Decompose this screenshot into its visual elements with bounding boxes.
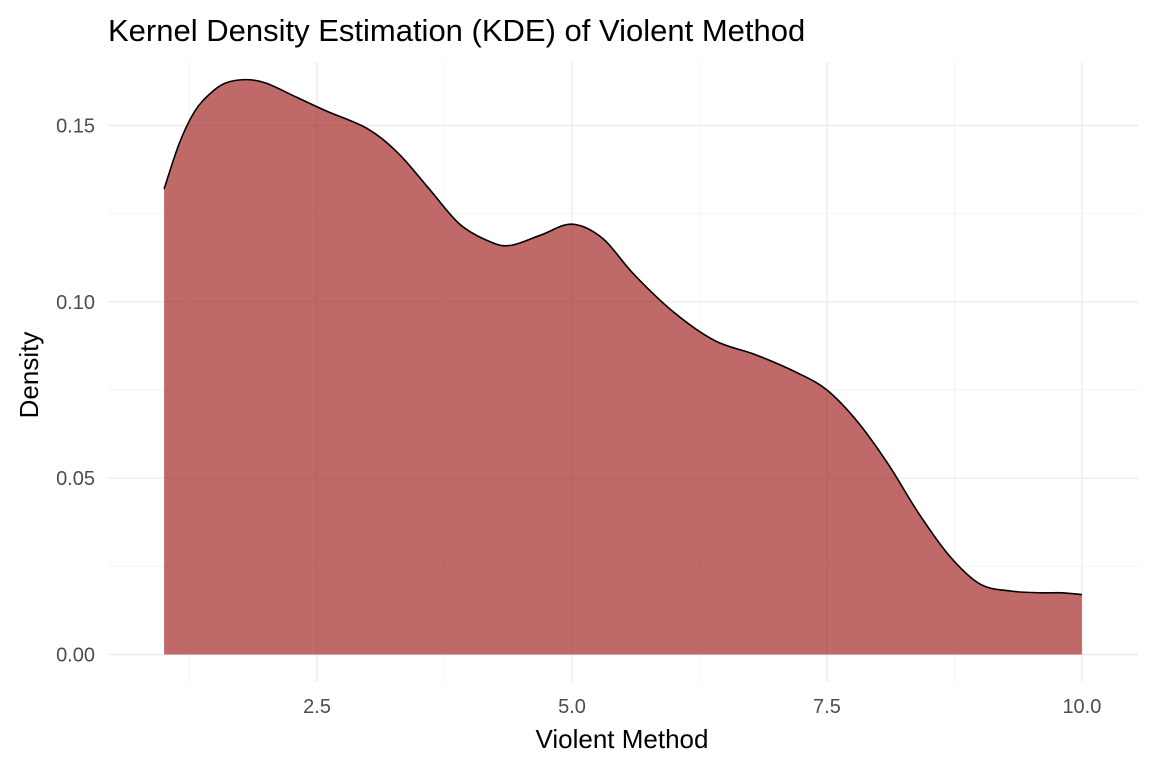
x-tick-label: 7.5: [813, 696, 841, 718]
y-axis-tick-labels: 0.00 0.05 0.10 0.15: [56, 115, 95, 666]
x-tick-label: 5.0: [558, 696, 586, 718]
density-curve-line: [163, 78, 1082, 596]
y-tick-label: 0.00: [56, 644, 95, 666]
y-tick-label: 0.15: [56, 115, 95, 137]
chart-title: Kernel Density Estimation (KDE) of Viole…: [108, 13, 805, 48]
x-tick-label: 10.0: [1062, 696, 1101, 718]
y-axis-title: Density: [14, 332, 44, 419]
x-axis-title: Violent Method: [536, 724, 709, 754]
x-tick-label: 2.5: [303, 696, 331, 718]
x-axis-tick-labels: 2.5 5.0 7.5 10.0: [303, 696, 1101, 718]
y-tick-label: 0.05: [56, 468, 95, 490]
y-tick-label: 0.10: [56, 292, 95, 314]
density-area-fill: [164, 79, 1082, 655]
